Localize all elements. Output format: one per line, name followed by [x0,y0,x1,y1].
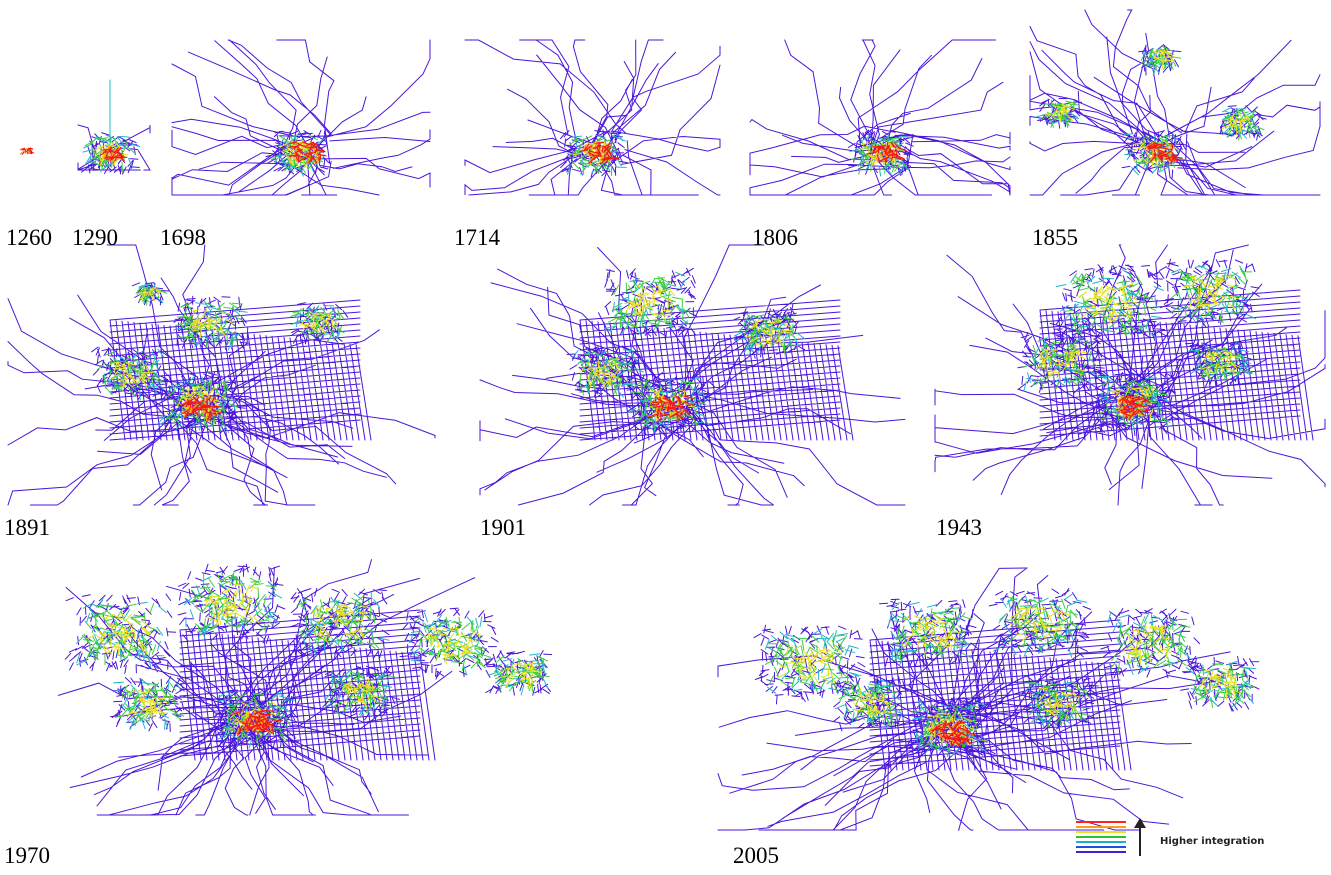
year-label: 1260 [6,225,52,250]
street-network [8,245,435,505]
legend: Higher integration [1076,818,1264,856]
integration-lines [765,597,1253,751]
street-network [718,568,1259,830]
year-label: 1970 [4,843,50,868]
maps [8,10,1325,830]
legend-arrow-head [1134,818,1146,828]
year-label: 1290 [72,225,118,250]
street-network [58,560,551,815]
year-label: 1891 [4,515,50,540]
year-label: 1901 [480,515,526,540]
year-label: 1698 [160,225,206,250]
year-label: 2005 [733,843,779,868]
figure: 1260 1290 1698 1714 1806 1855 1891 1901 … [0,0,1331,875]
street-network [480,245,905,505]
year-label: 1806 [752,225,798,250]
year-label: 1714 [454,225,501,250]
year-label: 1943 [936,515,982,540]
street-network [935,245,1325,505]
legend-label: Higher integration [1160,836,1264,847]
year-label: 1855 [1032,225,1078,250]
